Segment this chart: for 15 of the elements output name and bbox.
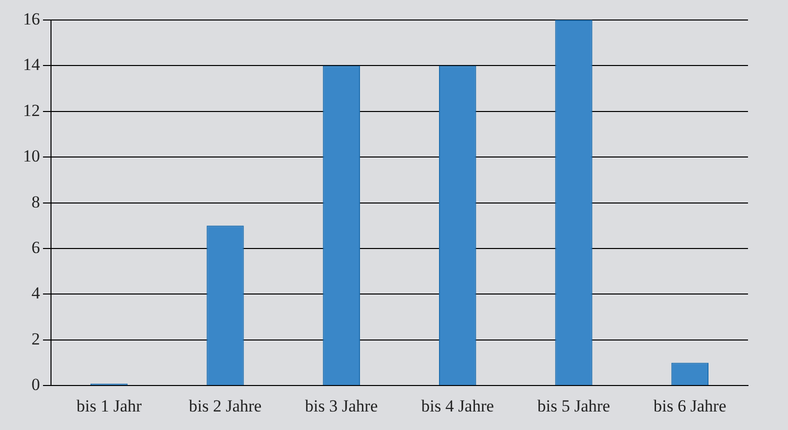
- y-tick-label: 8: [32, 192, 40, 212]
- x-tick-label: bis 1 Jahr: [76, 396, 142, 416]
- y-tick-label: 4: [32, 284, 40, 303]
- x-tick-label: bis 6 Jahre: [654, 396, 726, 416]
- x-tick-label: bis 2 Jahre: [188, 396, 262, 416]
- y-tick-label: 12: [23, 100, 40, 120]
- x-tick-label: bis 5 Jahre: [537, 396, 610, 416]
- y-tick-label: 14: [23, 55, 40, 74]
- x-tick-label: bis 4 Jahre: [421, 396, 494, 416]
- y-tick-label: 16: [23, 9, 40, 28]
- y-tick-label: 2: [32, 329, 40, 348]
- x-tick-label: bis 3 Jahre: [305, 396, 378, 416]
- y-tick-label: 6: [32, 238, 40, 257]
- y-tick-label: 10: [23, 146, 40, 166]
- y-tick-label: 0: [32, 375, 40, 394]
